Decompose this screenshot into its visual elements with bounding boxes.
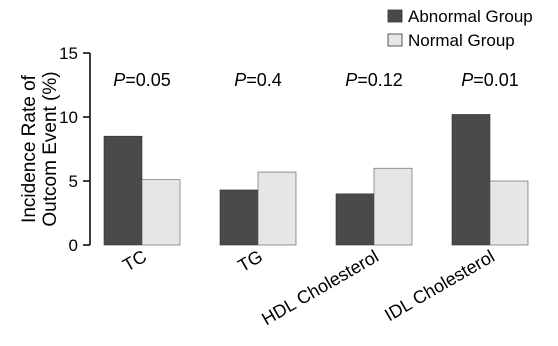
legend-swatch-0 [387,9,403,23]
y-tick-label: 5 [69,172,78,191]
legend-swatch-1 [387,33,403,47]
p-value-label: P=0.01 [461,70,519,90]
p-value-label: P=0.12 [345,70,403,90]
bar-abnormal-0 [103,135,143,246]
y-axis-label-line-1: Incidence Rate of [19,74,40,223]
legend-label-0: Abnormal Group [408,7,533,26]
bar-abnormal-2 [335,193,375,246]
p-value-label: P=0.4 [234,70,282,90]
p-value-label: P=0.05 [113,70,171,90]
p-value-prefix: P [461,70,473,90]
legend-label-1: Normal Group [408,31,515,50]
p-value-number: =0.05 [125,70,171,90]
bar-normal-3 [489,180,529,246]
bar-abnormal-3 [451,114,491,246]
x-tick-label: TG [234,246,266,276]
p-value-prefix: P [234,70,246,90]
p-value-prefix: P [113,70,125,90]
p-value-number: =0.4 [246,70,282,90]
x-tick-label: HDL Cholesterol [258,246,382,329]
p-value-number: =0.12 [357,70,403,90]
y-tick-label: 15 [59,44,78,63]
bar-abnormal-1 [219,189,259,246]
x-tick-label: IDL Cholesterol [381,246,498,325]
bar-normal-0 [141,179,181,246]
p-value-number: =0.01 [473,70,519,90]
y-tick-label: 0 [69,236,78,255]
y-axis-label-line-2: Outcom Event (%) [40,71,61,226]
x-tick-label: TC [119,246,150,275]
bar-normal-2 [373,167,413,246]
y-tick-label: 10 [59,108,78,127]
p-value-prefix: P [345,70,357,90]
bar-normal-1 [257,171,297,246]
